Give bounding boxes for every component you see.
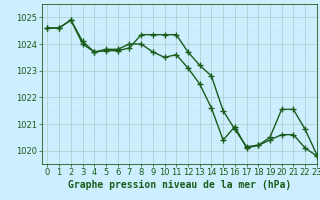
X-axis label: Graphe pression niveau de la mer (hPa): Graphe pression niveau de la mer (hPa) bbox=[68, 180, 291, 190]
